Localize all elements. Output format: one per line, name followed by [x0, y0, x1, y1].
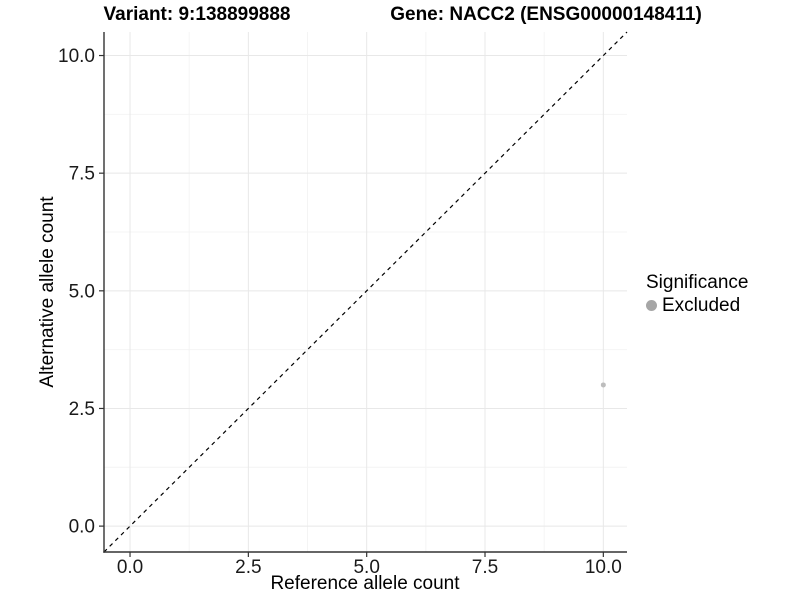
legend-item-excluded: Excluded: [646, 295, 748, 316]
x-tick-label: 7.5: [472, 557, 498, 578]
y-tick-label: 2.5: [69, 399, 95, 420]
x-axis-title: Reference allele count: [270, 573, 460, 594]
y-tick-label: 7.5: [69, 164, 95, 185]
x-tick-label: 5.0: [353, 557, 379, 578]
legend-item-label: Excluded: [662, 295, 741, 316]
gene-title: Gene: NACC2 (ENSG00000148411): [390, 4, 702, 25]
y-axis-title: Alternative allele count: [37, 196, 58, 388]
identity-line: [103, 31, 628, 553]
y-tick-label: 5.0: [69, 281, 95, 302]
variant-title: Variant: 9:138899888: [103, 4, 291, 25]
legend-title: Significance: [646, 272, 749, 293]
y-tick-label: 0.0: [69, 517, 95, 538]
x-tick-label: 0.0: [117, 557, 143, 578]
data-point: [600, 382, 606, 388]
y-tick-label: 10.0: [58, 46, 95, 67]
x-tick-label: 10.0: [585, 557, 622, 578]
legend: Significance Excluded: [646, 272, 748, 316]
x-tick-label: 2.5: [235, 557, 261, 578]
legend-point-icon: [646, 300, 657, 311]
